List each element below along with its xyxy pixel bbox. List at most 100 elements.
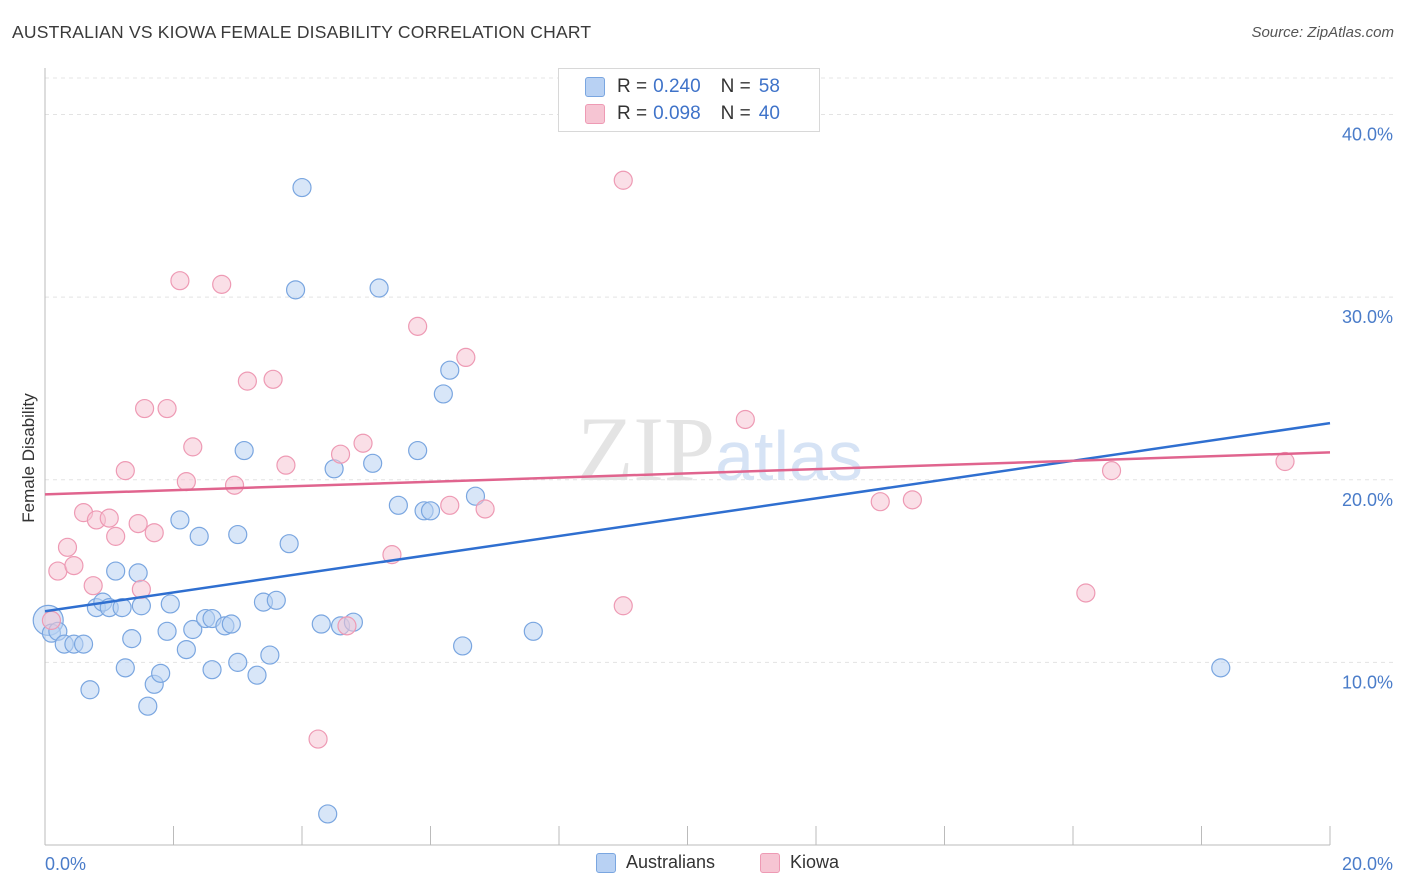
australians-points (32, 177, 1231, 824)
australians-point (260, 645, 280, 665)
y-tick-label: 20.0% (1342, 490, 1393, 510)
australians-point (176, 639, 196, 660)
australians-point (1211, 658, 1231, 678)
y-tick-labels: 10.0% 20.0% 30.0% 40.0% (1342, 125, 1393, 693)
kiowa-point (408, 316, 428, 336)
legend-n-value: 40 (758, 103, 780, 124)
australians-point (228, 652, 248, 672)
australians-point (131, 596, 151, 616)
kiowa-point (115, 461, 135, 481)
legend-item-australians: Australians (596, 852, 715, 873)
kiowa-point (224, 475, 245, 495)
kiowa-point (157, 398, 177, 419)
kiowa-point (475, 499, 495, 519)
y-tick-label: 10.0% (1342, 672, 1393, 692)
australians-point (106, 561, 126, 581)
kiowa-legend-label: Kiowa (790, 852, 840, 872)
legend-row-australians: R = 0.240 N = 58 (585, 74, 780, 100)
legend-row-kiowa: R = 0.098 N = 40 (585, 101, 780, 127)
kiowa-point (237, 371, 257, 391)
australians-point (160, 594, 180, 614)
kiowa-point (183, 437, 203, 457)
australians-point (151, 663, 171, 683)
kiowa-point (440, 495, 460, 515)
kiowa-swatch (585, 104, 605, 124)
australians-point (440, 360, 460, 380)
australians-point (183, 619, 203, 640)
australians-point (408, 440, 428, 461)
correlation-legend: R = 0.240 N = 58 R = 0.098 N = 40 (558, 68, 820, 132)
kiowa-point (57, 537, 78, 557)
australians-point (112, 597, 132, 618)
kiowa-point (1101, 461, 1122, 481)
australians-point (318, 804, 338, 824)
australians-point (388, 495, 408, 515)
australians-point (311, 614, 331, 634)
australians-point (285, 280, 306, 300)
kiowa-point (64, 555, 84, 576)
australians-point (420, 501, 441, 521)
chart-title: AUSTRALIAN VS KIOWA FEMALE DISABILITY CO… (12, 22, 592, 42)
kiowa-legend-swatch (760, 852, 780, 873)
y-tick-label: 30.0% (1342, 307, 1393, 327)
kiowa-point (1275, 451, 1295, 472)
x-tick-label-min: 0.0% (45, 854, 86, 874)
australians-point (73, 634, 94, 654)
australians-point (221, 614, 241, 634)
australians-swatch (585, 77, 605, 97)
kiowa-point (613, 170, 633, 190)
kiowa-point (308, 729, 328, 749)
australians-point (523, 621, 543, 641)
legend-r-label: R = (617, 76, 648, 97)
x-ticks (44, 826, 1331, 845)
watermark: ZIPatlas (577, 398, 863, 500)
kiowa-point (263, 369, 283, 389)
australians-point (369, 278, 389, 298)
kiowa-point (870, 492, 890, 512)
legend-r-label: R = (617, 103, 648, 124)
legend-n-value: 58 (758, 76, 780, 97)
australians-point (292, 177, 312, 198)
kiowa-points (41, 170, 1295, 749)
kiowa-point (170, 271, 190, 291)
australians-point (128, 563, 148, 583)
australians-point (80, 680, 100, 700)
australians-point (228, 524, 248, 545)
australians-point (202, 660, 222, 680)
kiowa-point (276, 455, 296, 475)
legend-r-value: 0.098 (653, 103, 701, 124)
y-axis-label: Female Disability (19, 393, 38, 523)
australians-trend-line (44, 421, 1331, 613)
legend-n-label: N = (720, 103, 751, 124)
x-tick-label-max: 20.0% (1342, 854, 1393, 874)
australians-point (279, 534, 299, 554)
series-legend: Australians Kiowa (0, 852, 1406, 876)
kiowa-point (735, 409, 755, 430)
trend-lines (44, 421, 1331, 613)
y-tick-label: 40.0% (1342, 125, 1393, 145)
kiowa-point (337, 616, 357, 636)
australians-point (170, 510, 190, 530)
australians-point (115, 658, 135, 678)
australians-point (234, 440, 254, 461)
australians-point (122, 629, 142, 649)
kiowa-point (613, 596, 633, 616)
source-label: Source: ZipAtlas.com (1251, 24, 1394, 41)
australians-point (138, 696, 158, 716)
kiowa-point (456, 347, 476, 368)
kiowa-point (128, 513, 148, 534)
legend-n-label: N = (720, 76, 751, 97)
kiowa-point (144, 523, 164, 543)
australians-point (247, 665, 267, 685)
kiowa-point (106, 526, 126, 546)
kiowa-point (353, 433, 373, 453)
australians-point (453, 636, 473, 656)
australians-point (189, 526, 209, 546)
australians-point (157, 621, 177, 641)
australians-legend-label: Australians (626, 852, 716, 872)
australians-point (363, 453, 383, 473)
kiowa-point (48, 561, 68, 581)
kiowa-point (134, 398, 155, 419)
kiowa-point (83, 576, 103, 596)
